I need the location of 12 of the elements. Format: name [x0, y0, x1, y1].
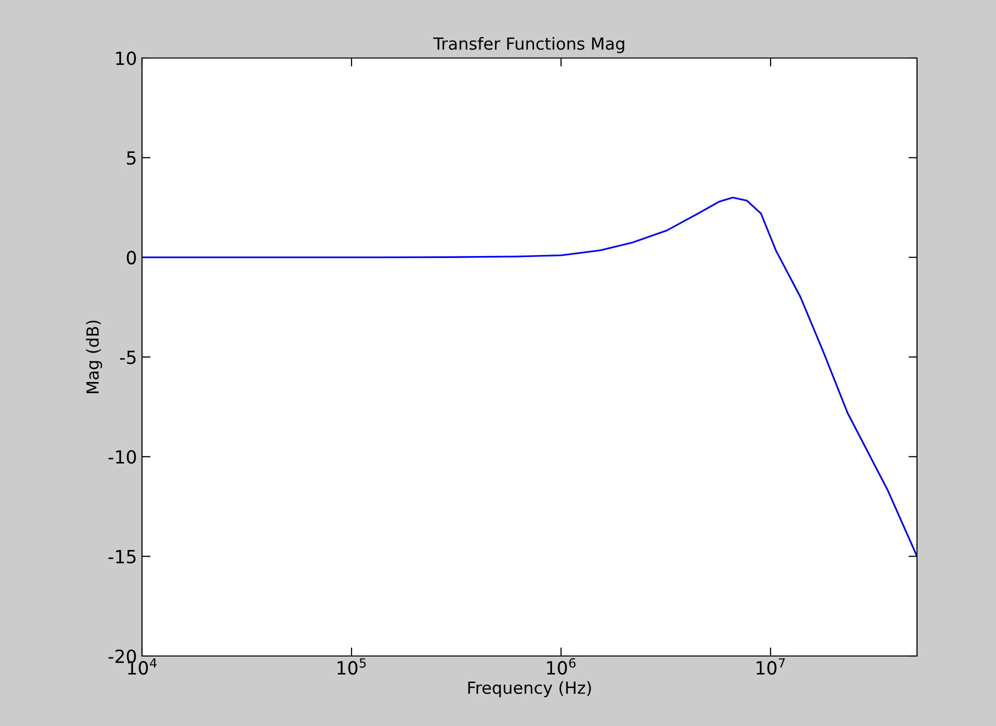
x-tick-label: 10$^{5}$	[338, 658, 366, 675]
x-axis-title: Frequency (Hz)	[468, 681, 591, 698]
y-tick-label: -5	[120, 350, 136, 364]
chart-title: Transfer Functions Mag	[433, 37, 624, 54]
y-axis-title: Mag (dB)	[86, 320, 102, 394]
y-tick-label: 5	[127, 151, 136, 165]
y-tick-label: 0	[126, 250, 136, 264]
y-tick-label: -10	[108, 450, 136, 464]
x-tick-label: 10$^{6}$	[547, 658, 576, 675]
x-tick-label: 10$^{7}$	[756, 658, 785, 675]
y-tick-label: -15	[108, 550, 136, 564]
y-tick-label: 10	[116, 51, 136, 66]
